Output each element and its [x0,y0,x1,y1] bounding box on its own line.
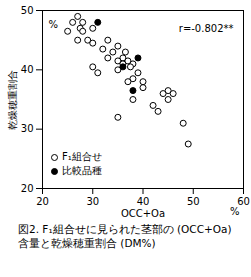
svg-text:OCC+Oa: OCC+Oa [121,208,165,219]
svg-text:40: 40 [21,64,34,75]
html-text:比較品種: 比較品種 [62,165,102,176]
svg-text:50: 50 [187,196,200,207]
svg-text:30: 30 [21,123,34,134]
svg-text:乾燥穂重割合: 乾燥穂重割合 [7,70,18,130]
svg-text:20: 20 [21,183,34,194]
svg-text:30: 30 [86,196,99,207]
svg-text:40: 40 [137,196,150,207]
svg-text:20: 20 [36,196,49,207]
svg-text:r=-0.802**: r=-0.802** [179,23,234,34]
svg-text:%: % [49,19,59,30]
html-text:F₁組合せ: F₁組合せ [62,151,102,162]
svg-text:%: % [230,206,240,217]
svg-text:60: 60 [237,195,250,207]
svg-text:50: 50 [21,5,34,16]
html-text:図2. F₁組合せに見られた茎部の (OCC+Oa) 含量と: 図2. F₁組合せに見られた茎部の (OCC+Oa) 含量と乾燥穂重割合 (DM… [18,223,232,249]
